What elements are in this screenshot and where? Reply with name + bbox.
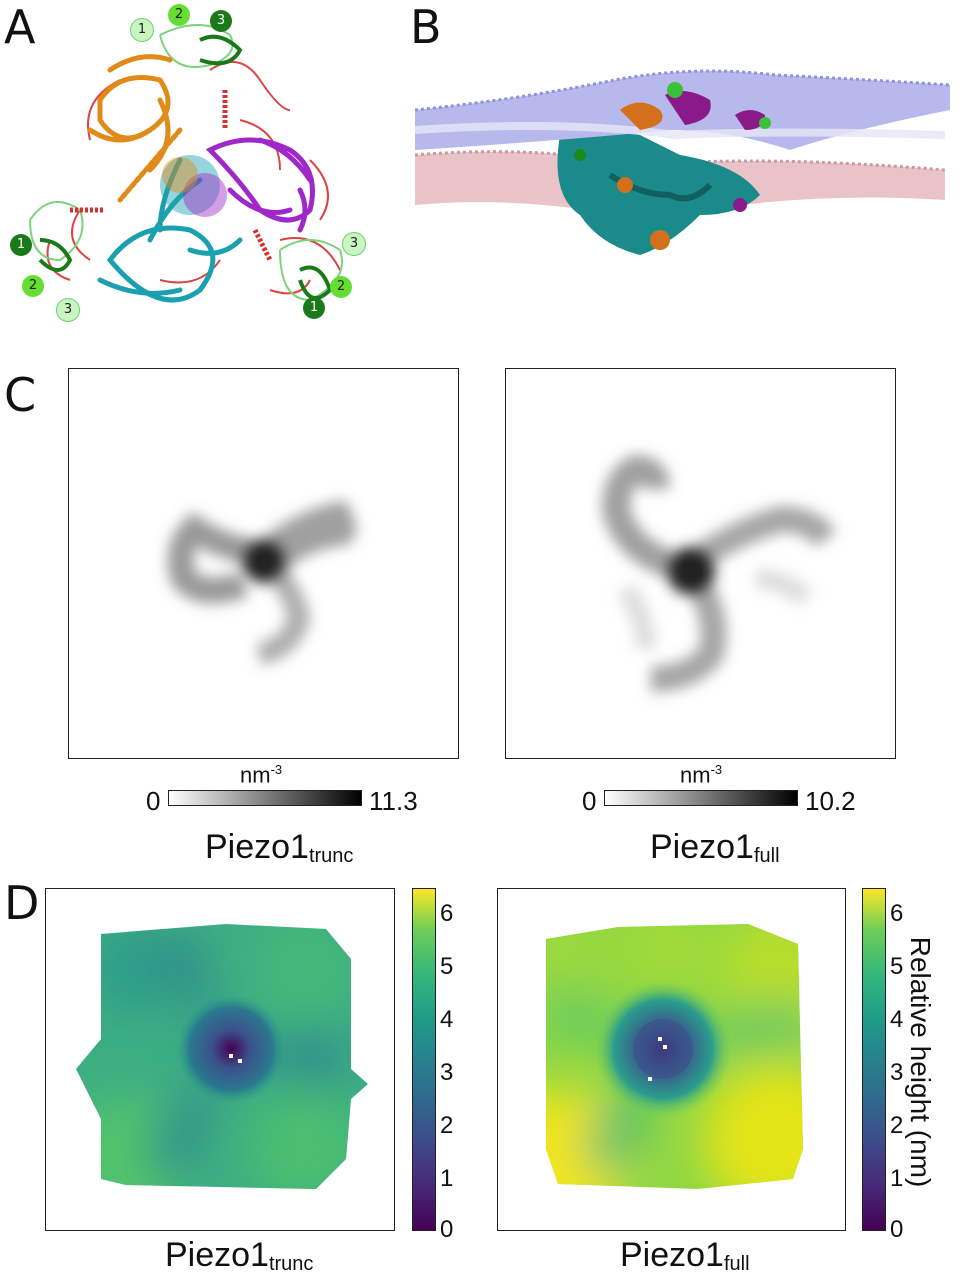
density-map-trunc xyxy=(68,368,459,759)
tick-label: 6 xyxy=(440,900,454,927)
panel-label-d: D xyxy=(4,876,40,930)
caption-name: Piezo1 xyxy=(165,1236,269,1274)
colorbar-min-full: 0 xyxy=(582,786,597,816)
caption-subscript: full xyxy=(723,1253,750,1275)
colorbar-max-full: 10.2 xyxy=(805,786,856,816)
panel-label-a: A xyxy=(4,0,36,54)
colorbar-ticks-trunc: 6 5 4 3 2 1 0 xyxy=(436,888,476,1243)
unit-base: nm xyxy=(680,762,711,788)
unit-exponent: -3 xyxy=(270,762,283,777)
domain-badge-3: 3 xyxy=(56,298,80,322)
domain-badge-2: 2 xyxy=(22,275,44,297)
tick-label: 1 xyxy=(890,1165,904,1192)
tick-label: 5 xyxy=(440,953,454,980)
tick-label: 2 xyxy=(890,1112,904,1139)
caption-subscript: trunc xyxy=(308,845,354,867)
domain-badge-2: 2 xyxy=(168,4,190,26)
panel-label-b: B xyxy=(410,0,442,54)
grayscale-colorbar-full xyxy=(604,790,798,806)
tick-label: 6 xyxy=(890,900,904,927)
unit-base: nm xyxy=(240,762,271,788)
caption-d-trunc: Piezo1trunc xyxy=(165,1236,313,1275)
tick-label: 3 xyxy=(440,1059,454,1086)
domain-badge-1: 1 xyxy=(10,234,32,256)
caption-name: Piezo1 xyxy=(205,828,309,866)
tick-label: 4 xyxy=(440,1006,454,1033)
panel-label-c: C xyxy=(4,368,37,422)
height-map-full-image xyxy=(546,924,803,1189)
viridis-colorbar-full xyxy=(862,888,886,1231)
grayscale-colorbar-trunc xyxy=(168,790,362,806)
caption-c-full: Piezo1full xyxy=(650,828,780,867)
tick-label: 0 xyxy=(440,1216,454,1243)
unit-label-full: nm-3 xyxy=(680,762,722,788)
piezo1-top-view-structure xyxy=(29,24,343,303)
caption-subscript: full xyxy=(753,845,780,867)
domain-badge-3: 1 xyxy=(130,18,154,42)
tick-label: 4 xyxy=(890,1006,904,1033)
caption-subscript: trunc xyxy=(268,1253,314,1275)
colorbar-ticks-full: 6 5 4 3 2 1 0 xyxy=(886,888,920,1243)
membrane-side-view xyxy=(414,69,951,255)
colorbar-title: Relative height (nm) xyxy=(905,936,936,1188)
unit-label-trunc: nm-3 xyxy=(240,762,282,788)
caption-name: Piezo1 xyxy=(650,828,754,866)
tick-label: 2 xyxy=(440,1112,454,1139)
viridis-colorbar-trunc xyxy=(412,888,436,1231)
tick-label: 5 xyxy=(890,953,904,980)
unit-exponent: -3 xyxy=(710,762,723,777)
density-map-trunc-image xyxy=(167,500,356,665)
height-map-trunc-image xyxy=(76,924,368,1189)
height-map-trunc xyxy=(45,888,395,1231)
tick-label: 0 xyxy=(890,1216,904,1243)
domain-badge-1: 1 xyxy=(303,297,325,319)
tick-label: 1 xyxy=(440,1165,454,1192)
density-map-full xyxy=(505,368,896,759)
caption-c-trunc: Piezo1trunc xyxy=(205,828,353,867)
density-map-full-image xyxy=(601,454,837,692)
domain-badge-1: 3 xyxy=(210,10,232,32)
colorbar-min-trunc: 0 xyxy=(146,786,161,816)
caption-name: Piezo1 xyxy=(620,1236,724,1274)
domain-badge-3: 3 xyxy=(342,232,366,256)
colorbar-max-trunc: 11.3 xyxy=(369,786,418,816)
height-map-full xyxy=(497,888,846,1231)
tick-label: 3 xyxy=(890,1059,904,1086)
domain-badge-2: 2 xyxy=(330,276,352,298)
caption-d-full: Piezo1full xyxy=(620,1236,750,1275)
